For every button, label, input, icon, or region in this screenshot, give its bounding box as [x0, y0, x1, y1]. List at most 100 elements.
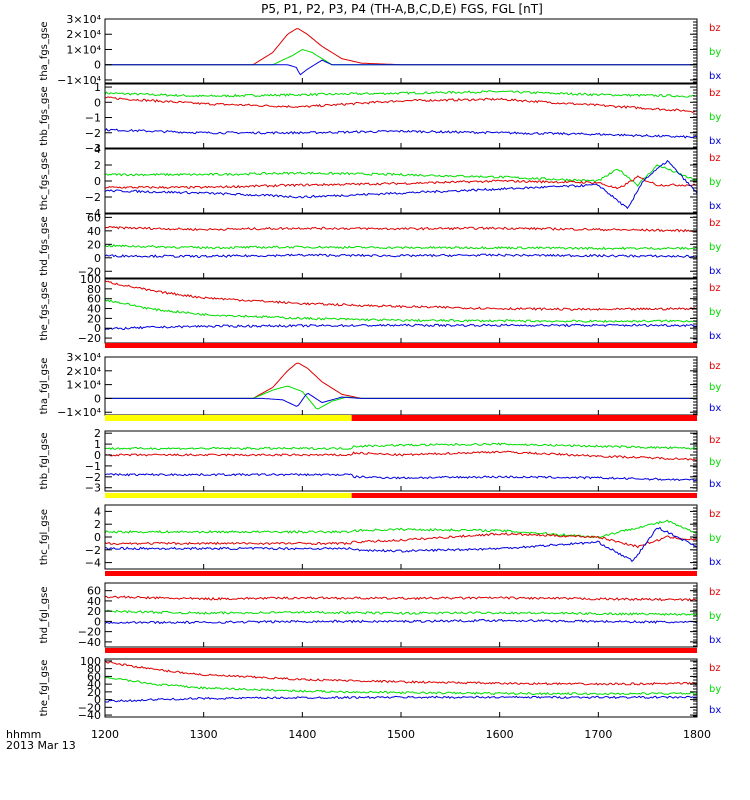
y-tick-label: −2	[85, 127, 101, 140]
y-tick-label: 0	[94, 96, 101, 109]
y-tick-label: 100	[80, 273, 101, 286]
legend-by: by	[709, 382, 721, 393]
series-bx-tha_fgl_gse	[105, 392, 697, 407]
panel-frame	[104, 658, 698, 718]
y-axis-label: the_fgs_gse	[39, 281, 50, 340]
y-tick-label: 4	[94, 143, 101, 156]
y-tick-label: 60	[87, 585, 101, 598]
y-tick-label: 80	[87, 663, 101, 676]
legend-by: by	[709, 242, 721, 253]
y-tick-label: 2	[94, 427, 101, 440]
panel-frame	[104, 213, 698, 279]
panel-frame	[104, 83, 698, 149]
y-tick-label: 40	[87, 303, 101, 316]
y-axis-label: thb_fgl_gse	[39, 433, 50, 490]
legend-bz: bz	[709, 663, 721, 674]
y-tick-label: 1×10⁴	[66, 379, 101, 392]
y-tick-label: 60	[87, 211, 101, 224]
y-tick-label: 40	[87, 678, 101, 691]
y-tick-label: 0	[94, 449, 101, 462]
y-tick-label: −4	[85, 207, 101, 220]
legend-bz: bz	[709, 435, 721, 446]
y-tick-label: 3×10⁴	[66, 351, 101, 364]
y-tick-label: −20	[78, 701, 101, 714]
status-bar-red	[351, 493, 697, 498]
series-bx-thc_fgl_gse	[104, 526, 698, 563]
y-tick-label: −20	[78, 626, 101, 639]
legend-by: by	[709, 47, 721, 58]
series-bx-thb_fgs_gse	[104, 127, 698, 139]
y-tick-label: −2	[85, 471, 101, 484]
y-tick-label: −40	[78, 636, 101, 649]
legend-bx: bx	[709, 331, 721, 342]
series-bz-thc_fgs_gse	[104, 175, 698, 190]
y-axis-label: the_fgl_gse	[39, 660, 50, 717]
legend-bx: bx	[709, 71, 721, 82]
x-tick-label: 1600	[486, 728, 514, 741]
panel-thc_fgl_gse: 420−2−4 thc_fgl_gse bz by bx	[39, 504, 721, 576]
legend-bx: bx	[709, 479, 721, 490]
panel-thc_fgs_gse: 4 2 0 −2 −4 thc_fgs_gse bz by bx	[39, 143, 721, 220]
panel-thb_fgs_gse: 1 0 −1 −2 −3 thb_fgs_gse bz by bx	[39, 81, 721, 155]
y-tick-label: 2×10⁴	[66, 28, 101, 41]
legend-bx: bx	[709, 705, 721, 716]
y-tick-label: −1×10⁴	[57, 74, 101, 87]
y-tick-label: 100	[80, 655, 101, 668]
legend-by: by	[709, 533, 721, 544]
y-tick-label: −3	[85, 482, 101, 495]
series-by-the_fgs_gse	[104, 298, 698, 323]
series-by-thb_fgs_gse	[104, 90, 698, 98]
legend-bx: bx	[709, 136, 721, 147]
y-tick-label: 2×10⁴	[66, 365, 101, 378]
series-by-thb_fgl_gse	[104, 442, 698, 451]
series-bx-thd_fgs_gse	[104, 253, 698, 259]
legend-by: by	[709, 112, 721, 123]
y-tick-label: 40	[87, 595, 101, 608]
series-bz-the_fgs_gse	[104, 280, 698, 311]
legend-by: by	[709, 611, 721, 622]
series-by-thc_fgs_gse	[104, 164, 698, 187]
series-bx-the_fgl_gse	[104, 695, 698, 703]
panel-frame	[104, 504, 698, 570]
y-axis-label: tha_fgl_gse	[39, 358, 50, 415]
series-by-tha_fgl_gse	[105, 385, 697, 410]
legend-bz: bz	[709, 509, 721, 520]
legend-by: by	[709, 307, 721, 318]
series-bz-thb_fgl_gse	[104, 450, 698, 461]
panel-frame	[104, 148, 698, 214]
series-bx-thd_fgl_gse	[104, 618, 698, 625]
y-axis-label: thc_fgs_gse	[39, 152, 50, 211]
y-tick-label: 20	[87, 238, 101, 251]
legend-bx: bx	[709, 266, 721, 277]
panel-tha_fgs_gse: 3×10⁴ 2×10⁴ 1×10⁴ 0 −1×10⁴ tha_fgs_gse bz by bx	[39, 13, 721, 87]
y-tick-label: −2	[85, 544, 101, 557]
y-tick-label: 0	[94, 59, 101, 72]
status-bar-yellow	[105, 415, 352, 421]
series-bz-thd_fgs_gse	[104, 225, 698, 233]
y-tick-label: −20	[78, 265, 101, 278]
y-tick-label: 0	[94, 175, 101, 188]
y-axis-label: thc_fgl_gse	[39, 509, 50, 565]
legend-bz: bz	[709, 218, 721, 229]
panel-thb_fgl_gse: 210−1−2−3 thb_fgl_gse bz by bx	[39, 427, 721, 498]
series-bz-the_fgl_gse	[104, 660, 698, 686]
series-bz-thc_fgl_gse	[104, 532, 698, 549]
y-tick-label: 80	[87, 283, 101, 296]
plot-title: P5, P1, P2, P3, P4 (TH-A,B,C,D,E) FGS, F…	[261, 2, 543, 16]
series-by-the_fgl_gse	[104, 675, 698, 696]
y-tick-label: −4	[85, 557, 101, 570]
status-bar-red	[105, 648, 697, 653]
time-axis-label: hhmm	[6, 728, 41, 741]
series-bz-tha_fgl_gse	[105, 362, 697, 399]
legend-bx: bx	[709, 635, 721, 646]
y-tick-label: 3×10⁴	[66, 13, 101, 26]
y-tick-label: −1	[85, 112, 101, 125]
legend-bx: bx	[709, 403, 721, 414]
legend-bz: bz	[709, 283, 721, 294]
y-tick-label: 60	[87, 293, 101, 306]
legend-bz: bz	[709, 23, 721, 34]
